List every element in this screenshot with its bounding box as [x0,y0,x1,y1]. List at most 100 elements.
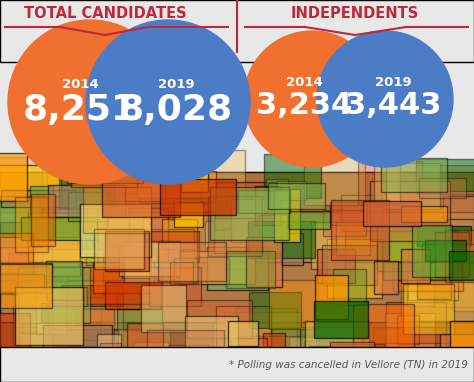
FancyBboxPatch shape [27,209,52,261]
FancyBboxPatch shape [119,241,181,276]
FancyBboxPatch shape [123,356,155,382]
FancyBboxPatch shape [205,221,277,251]
FancyBboxPatch shape [43,325,112,370]
FancyBboxPatch shape [195,257,229,284]
FancyBboxPatch shape [21,217,97,240]
FancyBboxPatch shape [122,241,151,278]
FancyBboxPatch shape [8,253,37,274]
FancyBboxPatch shape [401,206,447,222]
Circle shape [86,20,250,184]
FancyBboxPatch shape [263,333,285,362]
FancyBboxPatch shape [55,184,79,243]
FancyBboxPatch shape [419,178,466,197]
FancyBboxPatch shape [83,267,162,304]
FancyBboxPatch shape [386,163,440,209]
FancyBboxPatch shape [83,187,151,233]
FancyBboxPatch shape [259,215,287,241]
FancyBboxPatch shape [317,249,355,283]
FancyBboxPatch shape [454,366,474,382]
FancyBboxPatch shape [315,275,348,319]
FancyBboxPatch shape [82,309,114,340]
FancyBboxPatch shape [22,361,80,382]
FancyBboxPatch shape [358,161,422,204]
FancyBboxPatch shape [330,202,367,225]
FancyBboxPatch shape [85,153,163,193]
FancyBboxPatch shape [162,219,197,249]
Text: 2019: 2019 [158,78,194,91]
FancyBboxPatch shape [30,249,103,297]
FancyBboxPatch shape [0,165,61,196]
FancyBboxPatch shape [288,211,330,229]
FancyBboxPatch shape [170,262,193,284]
FancyBboxPatch shape [411,225,452,277]
FancyBboxPatch shape [0,264,52,308]
FancyBboxPatch shape [0,189,38,222]
FancyBboxPatch shape [236,308,297,356]
FancyBboxPatch shape [53,281,117,329]
FancyBboxPatch shape [102,159,180,217]
FancyBboxPatch shape [238,189,290,213]
FancyBboxPatch shape [1,190,76,207]
FancyBboxPatch shape [290,337,319,382]
FancyBboxPatch shape [363,201,420,226]
FancyBboxPatch shape [270,368,329,382]
FancyBboxPatch shape [46,261,82,300]
FancyBboxPatch shape [237,336,316,382]
FancyBboxPatch shape [0,350,57,382]
FancyBboxPatch shape [207,248,268,290]
FancyBboxPatch shape [173,257,198,283]
Text: TOTAL CANDIDATES: TOTAL CANDIDATES [24,6,186,21]
FancyBboxPatch shape [0,0,474,62]
FancyBboxPatch shape [100,343,121,382]
FancyBboxPatch shape [83,356,114,382]
FancyBboxPatch shape [124,243,198,282]
FancyBboxPatch shape [336,222,370,256]
FancyBboxPatch shape [215,182,276,230]
FancyBboxPatch shape [28,213,99,262]
FancyBboxPatch shape [309,346,375,382]
FancyBboxPatch shape [374,261,398,294]
FancyBboxPatch shape [68,192,108,221]
FancyBboxPatch shape [140,165,180,203]
FancyBboxPatch shape [105,282,161,309]
Text: 2019: 2019 [374,76,411,89]
FancyBboxPatch shape [416,165,474,194]
FancyBboxPatch shape [36,290,66,333]
FancyBboxPatch shape [0,263,52,293]
FancyBboxPatch shape [0,262,474,322]
FancyBboxPatch shape [0,172,474,212]
FancyBboxPatch shape [449,251,474,280]
FancyBboxPatch shape [208,353,261,382]
FancyBboxPatch shape [443,196,474,219]
FancyBboxPatch shape [103,224,142,262]
FancyBboxPatch shape [374,154,400,204]
FancyBboxPatch shape [0,212,474,262]
FancyBboxPatch shape [393,261,463,291]
FancyBboxPatch shape [0,172,474,382]
FancyBboxPatch shape [246,237,283,287]
FancyBboxPatch shape [0,274,17,294]
FancyBboxPatch shape [426,365,459,382]
FancyBboxPatch shape [169,345,209,382]
Text: 3,443: 3,443 [345,91,441,120]
FancyBboxPatch shape [384,313,435,354]
FancyBboxPatch shape [435,232,469,277]
FancyBboxPatch shape [201,150,245,201]
FancyBboxPatch shape [41,303,81,322]
Circle shape [317,31,453,167]
FancyBboxPatch shape [47,287,87,306]
FancyBboxPatch shape [281,233,303,265]
FancyBboxPatch shape [224,228,259,269]
FancyBboxPatch shape [86,212,143,265]
FancyBboxPatch shape [327,240,382,298]
Circle shape [8,20,172,184]
FancyBboxPatch shape [187,300,252,338]
FancyBboxPatch shape [0,313,30,358]
FancyBboxPatch shape [305,320,369,359]
FancyBboxPatch shape [31,194,55,246]
FancyBboxPatch shape [80,204,151,256]
FancyBboxPatch shape [13,306,48,352]
FancyBboxPatch shape [430,261,474,307]
FancyBboxPatch shape [15,282,75,327]
FancyBboxPatch shape [386,302,446,354]
